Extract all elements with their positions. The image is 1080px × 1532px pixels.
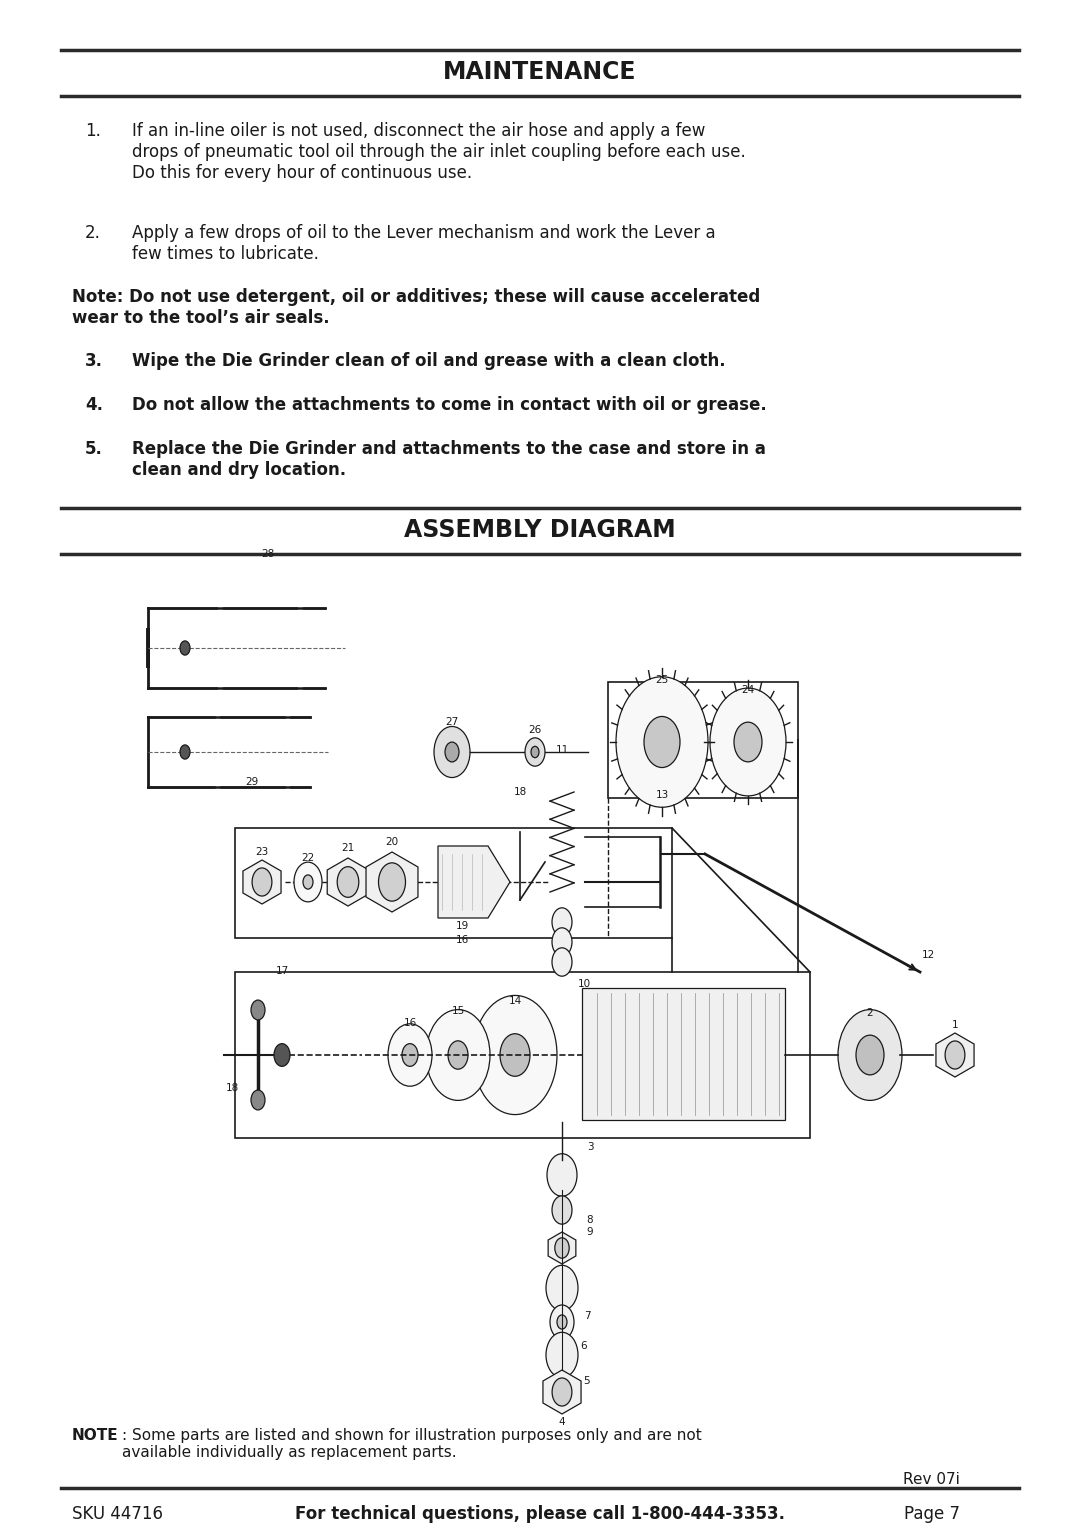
Text: 4: 4 bbox=[558, 1417, 565, 1426]
Text: 1.: 1. bbox=[85, 123, 100, 139]
Text: 9: 9 bbox=[586, 1227, 593, 1236]
Circle shape bbox=[552, 1196, 572, 1224]
Text: 6: 6 bbox=[581, 1340, 588, 1351]
Circle shape bbox=[945, 1040, 964, 1069]
Text: 3: 3 bbox=[586, 1141, 593, 1152]
Text: Wipe the Die Grinder clean of oil and grease with a clean cloth.: Wipe the Die Grinder clean of oil and gr… bbox=[132, 352, 726, 371]
Circle shape bbox=[525, 738, 545, 766]
Text: Rev 07i: Rev 07i bbox=[903, 1472, 960, 1488]
Circle shape bbox=[531, 746, 539, 758]
Circle shape bbox=[445, 741, 459, 761]
Text: 10: 10 bbox=[578, 979, 591, 990]
Circle shape bbox=[294, 863, 322, 902]
Circle shape bbox=[274, 1043, 291, 1066]
Text: Replace the Die Grinder and attachments to the case and store in a
clean and dry: Replace the Die Grinder and attachments … bbox=[132, 440, 766, 480]
Text: 11: 11 bbox=[555, 745, 569, 755]
Circle shape bbox=[734, 722, 762, 761]
Circle shape bbox=[252, 869, 272, 896]
Circle shape bbox=[550, 1305, 573, 1339]
Polygon shape bbox=[366, 852, 418, 912]
Circle shape bbox=[500, 1034, 530, 1077]
Circle shape bbox=[251, 1000, 265, 1020]
Text: 2: 2 bbox=[866, 1008, 874, 1017]
Text: 4.: 4. bbox=[85, 395, 103, 414]
Text: 14: 14 bbox=[509, 996, 522, 1007]
Text: MAINTENANCE: MAINTENANCE bbox=[443, 60, 637, 84]
Text: 8: 8 bbox=[586, 1215, 593, 1226]
Text: 7: 7 bbox=[583, 1311, 591, 1321]
Circle shape bbox=[378, 863, 405, 901]
Text: 2.: 2. bbox=[85, 224, 100, 242]
Text: 16: 16 bbox=[403, 1017, 417, 1028]
Circle shape bbox=[180, 640, 190, 656]
Text: 29: 29 bbox=[245, 777, 258, 787]
Text: If an in-line oiler is not used, disconnect the air hose and apply a few
drops o: If an in-line oiler is not used, disconn… bbox=[132, 123, 746, 182]
Text: 23: 23 bbox=[255, 847, 269, 856]
Circle shape bbox=[337, 867, 359, 898]
Circle shape bbox=[552, 908, 572, 936]
Bar bbox=[235, 827, 672, 938]
Circle shape bbox=[388, 1023, 432, 1086]
Circle shape bbox=[856, 1036, 885, 1075]
Bar bbox=[582, 988, 785, 1120]
Text: ASSEMBLY DIAGRAM: ASSEMBLY DIAGRAM bbox=[404, 518, 676, 542]
Circle shape bbox=[710, 688, 786, 797]
Text: 28: 28 bbox=[261, 548, 274, 559]
Text: Apply a few drops of oil to the Lever mechanism and work the Lever a
few times t: Apply a few drops of oil to the Lever me… bbox=[132, 224, 716, 264]
Text: 15: 15 bbox=[451, 1007, 464, 1016]
Text: 24: 24 bbox=[741, 685, 755, 696]
Polygon shape bbox=[543, 1370, 581, 1414]
Text: 3.: 3. bbox=[85, 352, 103, 371]
Circle shape bbox=[546, 1333, 578, 1377]
Polygon shape bbox=[936, 1033, 974, 1077]
Text: 22: 22 bbox=[301, 853, 314, 863]
Text: 20: 20 bbox=[386, 836, 399, 847]
Circle shape bbox=[303, 875, 313, 889]
Text: 5: 5 bbox=[583, 1376, 591, 1386]
Text: 17: 17 bbox=[275, 967, 288, 976]
Circle shape bbox=[546, 1154, 577, 1196]
Circle shape bbox=[557, 1314, 567, 1330]
Circle shape bbox=[552, 948, 572, 976]
Text: 5.: 5. bbox=[85, 440, 103, 458]
Text: Page 7: Page 7 bbox=[904, 1504, 960, 1523]
Text: 18: 18 bbox=[226, 1083, 239, 1092]
Text: 26: 26 bbox=[528, 725, 542, 735]
Polygon shape bbox=[438, 846, 510, 918]
Bar bbox=[235, 971, 810, 1138]
Circle shape bbox=[180, 745, 190, 758]
Circle shape bbox=[448, 1040, 468, 1069]
Text: 16: 16 bbox=[456, 935, 469, 945]
Text: Note: Do not use detergent, oil or additives; these will cause accelerated
wear : Note: Do not use detergent, oil or addit… bbox=[72, 288, 760, 326]
Circle shape bbox=[426, 1010, 490, 1100]
Bar bbox=[608, 682, 798, 798]
Text: SKU 44716: SKU 44716 bbox=[72, 1504, 163, 1523]
Text: 13: 13 bbox=[656, 791, 669, 800]
Text: 1: 1 bbox=[951, 1020, 958, 1030]
Circle shape bbox=[644, 717, 680, 768]
Circle shape bbox=[555, 1238, 569, 1258]
Text: 25: 25 bbox=[656, 676, 669, 685]
Text: 19: 19 bbox=[456, 921, 469, 931]
Text: 21: 21 bbox=[341, 843, 354, 853]
Circle shape bbox=[402, 1043, 418, 1066]
Polygon shape bbox=[243, 859, 281, 904]
Circle shape bbox=[251, 1091, 265, 1109]
Polygon shape bbox=[549, 1232, 576, 1264]
Polygon shape bbox=[327, 858, 368, 905]
Text: 27: 27 bbox=[445, 717, 459, 728]
Circle shape bbox=[552, 1377, 572, 1406]
Circle shape bbox=[473, 996, 557, 1115]
Circle shape bbox=[434, 726, 470, 778]
Circle shape bbox=[546, 1265, 578, 1311]
Text: Do not allow the attachments to come in contact with oil or grease.: Do not allow the attachments to come in … bbox=[132, 395, 767, 414]
Circle shape bbox=[616, 677, 708, 807]
Text: 18: 18 bbox=[513, 787, 527, 797]
Text: For technical questions, please call 1-800-444-3353.: For technical questions, please call 1-8… bbox=[295, 1504, 785, 1523]
Text: : Some parts are listed and shown for illustration purposes only and are not
ava: : Some parts are listed and shown for il… bbox=[122, 1428, 702, 1460]
Text: 12: 12 bbox=[921, 950, 934, 961]
Text: NOTE: NOTE bbox=[72, 1428, 119, 1443]
Circle shape bbox=[552, 928, 572, 956]
Circle shape bbox=[838, 1010, 902, 1100]
